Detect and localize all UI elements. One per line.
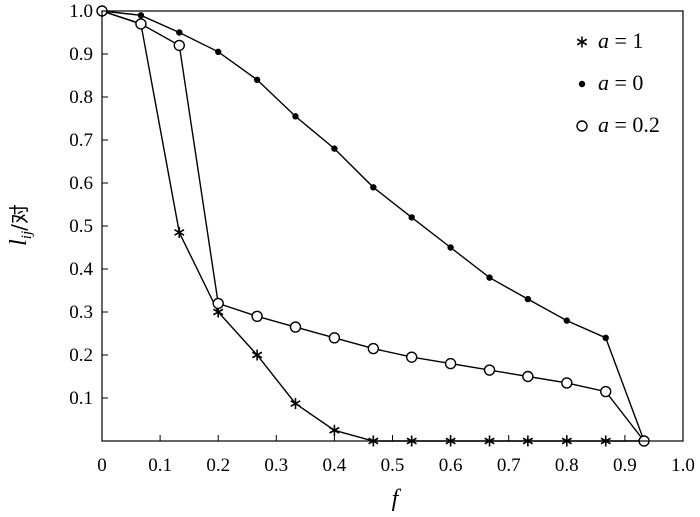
data-point (408, 214, 415, 221)
data-point (447, 244, 454, 251)
data-point (370, 184, 377, 191)
data-point (563, 317, 570, 324)
x-tick-label: 0.7 (497, 455, 521, 476)
plot-frame (101, 10, 684, 442)
data-point (329, 424, 340, 436)
data-point (253, 76, 261, 84)
x-tick-label: 0.5 (381, 455, 405, 476)
y-tick-label: 0.9 (69, 44, 93, 65)
y-tick-label: 1.0 (69, 1, 93, 22)
x-axis-label: f (392, 486, 402, 512)
data-point (331, 145, 338, 152)
x-tick-label: 0.4 (323, 455, 347, 476)
data-point (522, 370, 534, 383)
data-point (524, 295, 532, 303)
data-point (174, 226, 185, 238)
y-axis-label-main: l (6, 239, 32, 246)
legend-marker (578, 80, 586, 88)
data-point (367, 342, 380, 355)
x-tick-label: 0.1 (148, 455, 172, 476)
data-point (292, 113, 299, 120)
data-point (176, 29, 183, 36)
x-tick-label: 0.6 (439, 455, 463, 476)
legend-entry: a = 1 (598, 28, 643, 53)
data-point (251, 349, 263, 361)
data-point (212, 297, 224, 310)
y-tick-label: 0.2 (69, 345, 93, 366)
y-tick-label: 0.8 (69, 87, 93, 108)
legend-entry: a = 0 (598, 70, 643, 95)
y-tick-label: 0.3 (69, 302, 93, 323)
data-point (600, 385, 612, 398)
y-tick-label: 0.5 (69, 216, 93, 237)
x-tick-label: 0.3 (264, 455, 288, 476)
y-tick-label: 0.4 (69, 259, 93, 280)
legend-marker (576, 120, 588, 132)
y-tick-label: 0.7 (69, 130, 93, 151)
data-point (173, 39, 185, 52)
x-tick-label: 0.2 (206, 455, 230, 476)
legend-entry: a = 0.2 (598, 112, 660, 137)
y-axis-label: lij/对 (6, 204, 35, 246)
data-point (290, 398, 301, 410)
y-tick-label: 0.6 (69, 173, 93, 194)
data-point (483, 364, 496, 376)
y-tick-label: 0.1 (69, 388, 93, 409)
x-tick-label: 0 (97, 455, 107, 476)
series-line (101, 10, 645, 442)
legend-marker (576, 36, 588, 48)
data-point (289, 321, 302, 333)
data-point (135, 18, 147, 30)
x-tick-label: 0.8 (555, 455, 579, 476)
data-point (561, 377, 573, 389)
data-point (328, 332, 341, 344)
data-point (602, 334, 609, 341)
legend: a = 1 a = 0 a = 0.2 (576, 28, 660, 137)
y-axis-label-unit: /对 (7, 204, 31, 231)
x-tick-label: 0.9 (613, 455, 637, 476)
axis-layer: 0 0.1 0.2 0.3 0.4 0.5 0.6 0.7 0.8 0.9 1.0 0.1 0.2 0.3… (6, 1, 695, 512)
data-point (444, 357, 457, 370)
y-axis-label-subscript: ij (19, 231, 35, 239)
data-point (137, 12, 145, 19)
data-point (486, 274, 493, 281)
data-point (215, 48, 222, 56)
data-point (251, 310, 263, 322)
data-point (405, 351, 418, 363)
series-layer (96, 5, 650, 447)
x-tick-label: 1.0 (671, 455, 695, 476)
